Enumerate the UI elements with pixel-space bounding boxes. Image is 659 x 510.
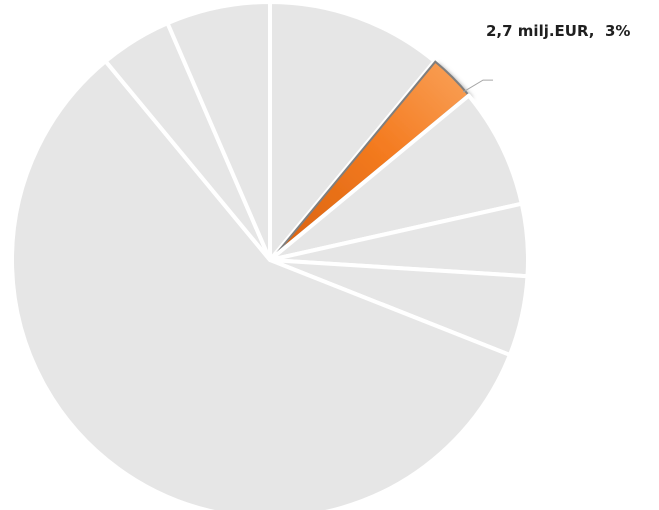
slice-data-label: 2,7 milj.EUR, 3% [486, 22, 630, 40]
pie-slice [165, 0, 272, 262]
pie-slice [10, 59, 512, 510]
pie-slice [268, 0, 437, 262]
pie-labels: 2,7 milj.EUR, 3% [462, 22, 630, 93]
pie-slices [10, 0, 530, 510]
pie-slice [268, 93, 524, 262]
label-leader-line [462, 79, 494, 93]
